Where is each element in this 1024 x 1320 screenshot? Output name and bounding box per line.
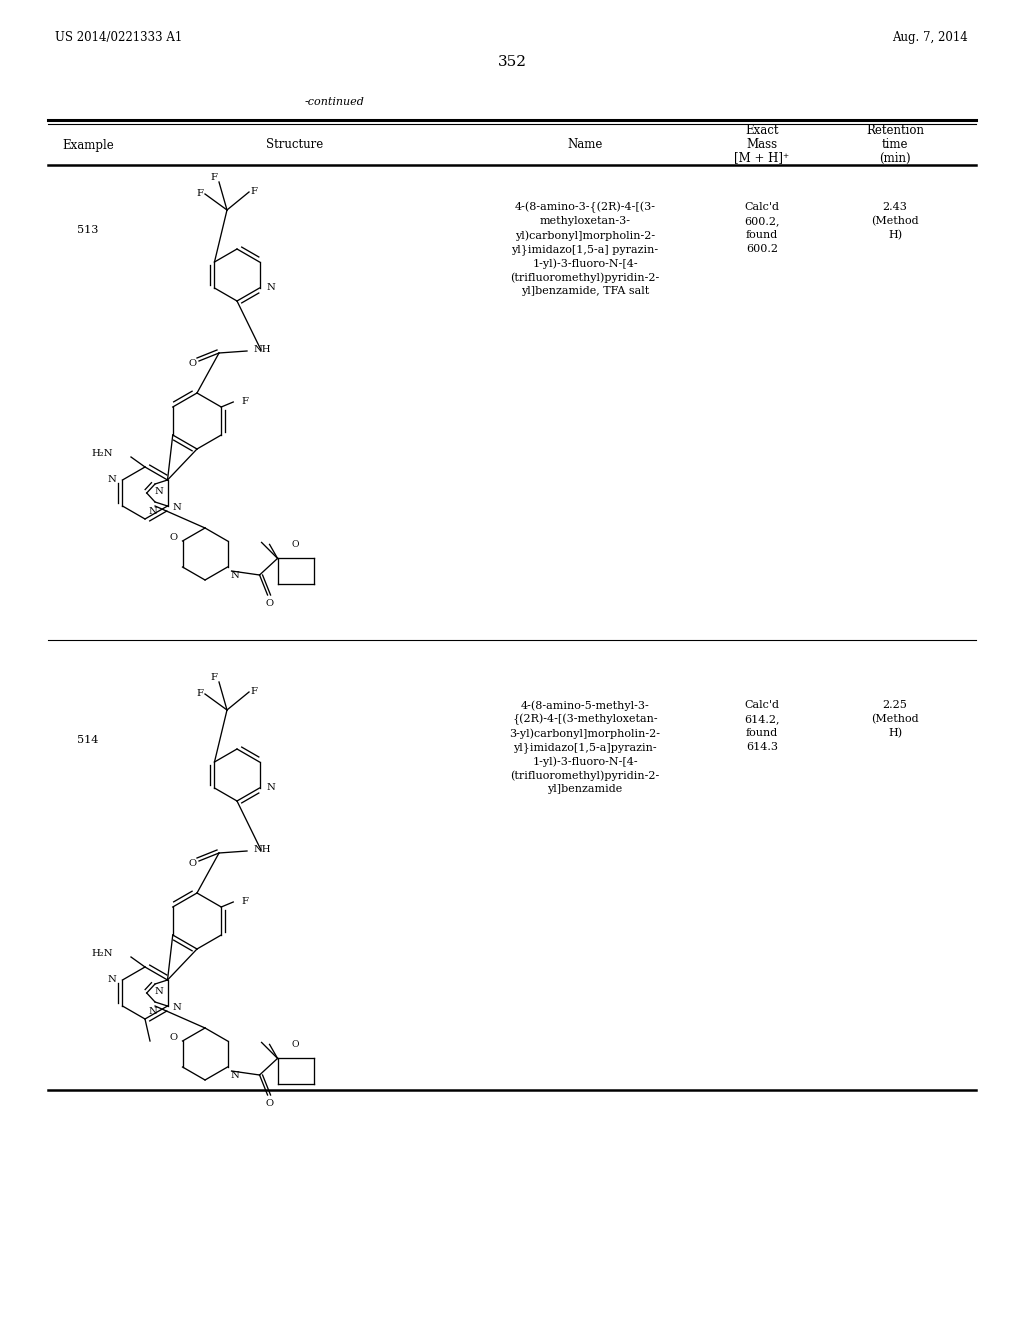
Text: (trifluoromethyl)pyridin-2-: (trifluoromethyl)pyridin-2- — [510, 272, 659, 282]
Text: Calc'd: Calc'd — [744, 202, 779, 213]
Text: N: N — [172, 503, 181, 512]
Text: 4-(8-amino-3-{(2R)-4-[(3-: 4-(8-amino-3-{(2R)-4-[(3- — [514, 202, 655, 214]
Text: O: O — [189, 359, 197, 368]
Text: yl]benzamide, TFA salt: yl]benzamide, TFA salt — [521, 286, 649, 296]
Text: yl]benzamide: yl]benzamide — [548, 784, 623, 795]
Text: [M + H]⁺: [M + H]⁺ — [734, 152, 790, 165]
Text: N: N — [266, 284, 275, 293]
Text: 4-(8-amino-5-methyl-3-: 4-(8-amino-5-methyl-3- — [520, 700, 649, 710]
Text: N: N — [230, 570, 240, 579]
Text: 2.25: 2.25 — [883, 700, 907, 710]
Text: yl}imidazo[1,5-a] pyrazin-: yl}imidazo[1,5-a] pyrazin- — [511, 244, 658, 255]
Text: US 2014/0221333 A1: US 2014/0221333 A1 — [55, 30, 182, 44]
Text: yl)carbonyl]morpholin-2-: yl)carbonyl]morpholin-2- — [515, 230, 655, 240]
Text: Exact: Exact — [745, 124, 778, 136]
Text: time: time — [882, 137, 908, 150]
Text: (trifluoromethyl)pyridin-2-: (trifluoromethyl)pyridin-2- — [510, 770, 659, 780]
Text: yl}imidazo[1,5-a]pyrazin-: yl}imidazo[1,5-a]pyrazin- — [513, 742, 656, 752]
Text: N: N — [155, 986, 164, 995]
Text: (Method: (Method — [871, 714, 919, 725]
Text: 600.2: 600.2 — [746, 244, 778, 253]
Text: (Method: (Method — [871, 216, 919, 226]
Text: H): H) — [888, 230, 902, 240]
Text: F: F — [251, 686, 257, 696]
Text: N: N — [230, 1071, 240, 1080]
Text: Aug. 7, 2014: Aug. 7, 2014 — [892, 30, 968, 44]
Text: H): H) — [888, 729, 902, 738]
Text: F: F — [242, 898, 248, 907]
Text: 614.3: 614.3 — [746, 742, 778, 752]
Text: 352: 352 — [498, 55, 526, 69]
Text: N: N — [155, 487, 164, 495]
Text: N: N — [266, 784, 275, 792]
Text: 1-yl)-3-fluoro-N-[4-: 1-yl)-3-fluoro-N-[4- — [532, 756, 638, 767]
Text: Name: Name — [567, 139, 603, 152]
Text: F: F — [197, 189, 204, 198]
Text: F: F — [211, 673, 217, 682]
Text: 1-yl)-3-fluoro-N-[4-: 1-yl)-3-fluoro-N-[4- — [532, 257, 638, 268]
Text: -continued: -continued — [305, 96, 365, 107]
Text: O: O — [292, 540, 299, 549]
Text: 513: 513 — [78, 224, 98, 235]
Text: N: N — [148, 507, 158, 516]
Text: NH: NH — [253, 846, 270, 854]
Text: F: F — [251, 186, 257, 195]
Text: N: N — [108, 975, 117, 985]
Text: 2.43: 2.43 — [883, 202, 907, 213]
Text: methyloxetan-3-: methyloxetan-3- — [540, 216, 631, 226]
Text: 3-yl)carbonyl]morpholin-2-: 3-yl)carbonyl]morpholin-2- — [510, 729, 660, 739]
Text: found: found — [745, 230, 778, 240]
Text: Mass: Mass — [746, 137, 777, 150]
Text: H₂N: H₂N — [91, 449, 113, 458]
Text: F: F — [197, 689, 204, 697]
Text: O: O — [169, 533, 177, 543]
Text: O: O — [169, 1034, 177, 1043]
Text: O: O — [265, 598, 273, 607]
Text: N: N — [108, 475, 117, 484]
Text: found: found — [745, 729, 778, 738]
Text: 514: 514 — [78, 735, 98, 744]
Text: N: N — [172, 1003, 181, 1012]
Text: NH: NH — [253, 346, 270, 355]
Text: O: O — [189, 859, 197, 869]
Text: Retention: Retention — [866, 124, 924, 136]
Text: N: N — [148, 1007, 158, 1016]
Text: Calc'd: Calc'd — [744, 700, 779, 710]
Text: Example: Example — [62, 139, 114, 152]
Text: 600.2,: 600.2, — [744, 216, 779, 226]
Text: F: F — [211, 173, 217, 182]
Text: Structure: Structure — [266, 139, 324, 152]
Text: O: O — [265, 1098, 273, 1107]
Text: O: O — [292, 1040, 299, 1049]
Text: 614.2,: 614.2, — [744, 714, 779, 723]
Text: F: F — [242, 397, 248, 407]
Text: H₂N: H₂N — [91, 949, 113, 957]
Text: (min): (min) — [880, 152, 910, 165]
Text: {(2R)-4-[(3-methyloxetan-: {(2R)-4-[(3-methyloxetan- — [512, 714, 657, 726]
